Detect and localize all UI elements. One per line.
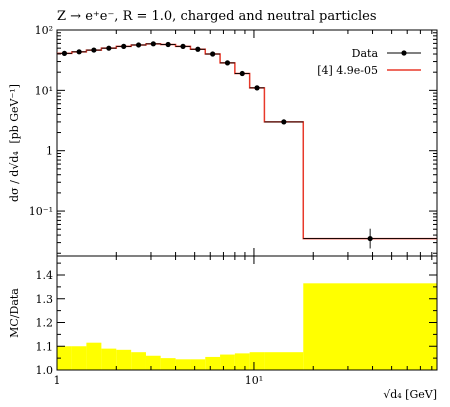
data-point-15 (367, 235, 373, 242)
data-point-9 (195, 46, 201, 52)
bottom-y-tick-label-3: 1.3 (36, 293, 54, 306)
bottom-y-tick-label-4: 1.4 (36, 269, 54, 282)
ratio-band-bin-15 (303, 283, 437, 370)
ratio-band-bin-0 (57, 346, 72, 370)
legend-label-data: Data (352, 47, 379, 60)
chart-title: Z → e⁺e⁻, R = 1.0, charged and neutral p… (57, 9, 377, 24)
ratio-band-bin-7 (160, 358, 176, 370)
bottom-axis-ticks (56, 256, 437, 371)
ratio-band-bin-12 (234, 353, 250, 370)
mc-line (57, 43, 437, 240)
data-point-12 (239, 70, 245, 77)
data-point-14 (281, 119, 287, 125)
ratio-band (57, 283, 437, 371)
data-point-3 (106, 45, 112, 51)
legend-data-marker (401, 50, 407, 56)
legend: Data [4] 4.9e-05 (317, 47, 421, 77)
ratio-band-bin-11 (220, 354, 235, 370)
x-tick-label-0: 1 (54, 374, 61, 387)
top-y-axis-label: dσ / d√d₄ [pb GeV⁻¹] (8, 84, 21, 202)
mc-histogram-path (57, 43, 437, 240)
top-y-tick-label-1: 10¹ (35, 84, 53, 97)
ratio-band-bin-2 (86, 342, 102, 370)
x-axis-label: √d₄ [GeV] (383, 388, 437, 401)
data-point-5 (135, 42, 142, 48)
ratio-band-bin-10 (205, 356, 221, 370)
ratio-band-bin-8 (175, 359, 191, 370)
bottom-y-tick-label-0: 1.0 (36, 364, 54, 377)
bottom-y-axis-label: MC/Data (8, 288, 21, 338)
top-y-tick-label-0: 10² (35, 24, 53, 37)
x-tick-label-1: 10¹ (245, 374, 263, 387)
ratio-band-bin-1 (71, 346, 87, 370)
ratio-band-bin-3 (101, 348, 117, 370)
ratio-band-bin-5 (131, 352, 146, 370)
svg-text:dσ / d√d₄ [pb GeV⁻¹]: dσ / d√d₄ [pb GeV⁻¹] (8, 84, 21, 202)
data-point-13 (254, 85, 260, 91)
bottom-y-label: MC/Data (8, 288, 21, 338)
top-y-tick-label-2: 1 (46, 145, 53, 158)
bottom-panel: 1.0 1.1 1.2 1.3 1.4 (36, 255, 438, 377)
bottom-y-tick-label-2: 1.2 (36, 317, 54, 330)
legend-label-mc: [4] 4.9e-05 (317, 64, 378, 77)
data-point-8 (180, 43, 186, 49)
top-y-label-main: dσ / d√d₄ (8, 151, 21, 202)
data-point-11 (224, 60, 231, 66)
data-point-2 (91, 47, 97, 53)
top-panel-frame (56, 29, 438, 257)
top-y-tick-labels: 10² 10¹ 1 10⁻¹ (29, 24, 53, 218)
data-point-7 (165, 41, 171, 48)
data-point-6 (150, 41, 156, 47)
data-point-1 (76, 49, 82, 55)
data-points (57, 41, 437, 249)
ratio-band-bin-6 (145, 355, 161, 370)
ratio-band-bin-13 (249, 352, 265, 370)
data-point-4 (121, 43, 127, 49)
top-y-tick-label-3: 10⁻¹ (29, 205, 53, 218)
data-point-10 (210, 51, 216, 57)
data-point-0 (61, 50, 68, 56)
bottom-y-tick-labels: 1.0 1.1 1.2 1.3 1.4 (36, 269, 54, 377)
ratio-band-bin-4 (116, 349, 132, 370)
bottom-y-tick-label-1: 1.1 (36, 340, 54, 353)
ratio-band-bin-9 (190, 359, 206, 370)
bottom-panel-frame (56, 255, 438, 371)
ratio-band-bin-14 (264, 352, 304, 370)
top-axis-ticks (56, 29, 437, 256)
top-y-label-unit: [pb GeV⁻¹] (8, 84, 21, 144)
x-tick-labels: 1 10¹ (54, 374, 264, 387)
top-panel: 10² 10¹ 1 10⁻¹ (29, 24, 438, 257)
